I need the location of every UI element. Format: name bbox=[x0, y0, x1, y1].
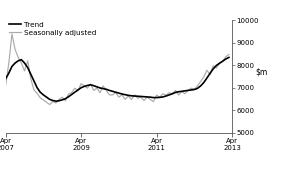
Seasonally adjusted bbox=[86, 87, 89, 89]
Y-axis label: $m: $m bbox=[255, 67, 268, 76]
Seasonally adjusted bbox=[4, 84, 7, 87]
Legend: Trend, Seasonally adjusted: Trend, Seasonally adjusted bbox=[9, 22, 96, 36]
Trend bbox=[227, 56, 231, 58]
Line: Seasonally adjusted: Seasonally adjusted bbox=[6, 34, 229, 105]
Trend bbox=[4, 78, 7, 80]
Seasonally adjusted bbox=[48, 104, 52, 106]
Seasonally adjusted bbox=[215, 67, 218, 69]
Trend bbox=[158, 96, 161, 98]
Trend bbox=[35, 87, 39, 89]
Seasonally adjusted bbox=[227, 54, 231, 56]
Seasonally adjusted bbox=[38, 97, 42, 99]
Trend bbox=[133, 95, 136, 97]
Seasonally adjusted bbox=[152, 101, 155, 103]
Trend bbox=[149, 96, 152, 98]
Seasonally adjusted bbox=[136, 97, 140, 99]
Seasonally adjusted bbox=[161, 93, 165, 95]
Trend bbox=[61, 99, 64, 101]
Line: Trend: Trend bbox=[6, 57, 229, 101]
Seasonally adjusted bbox=[10, 33, 14, 35]
Trend bbox=[54, 100, 58, 102]
Trend bbox=[83, 85, 86, 87]
